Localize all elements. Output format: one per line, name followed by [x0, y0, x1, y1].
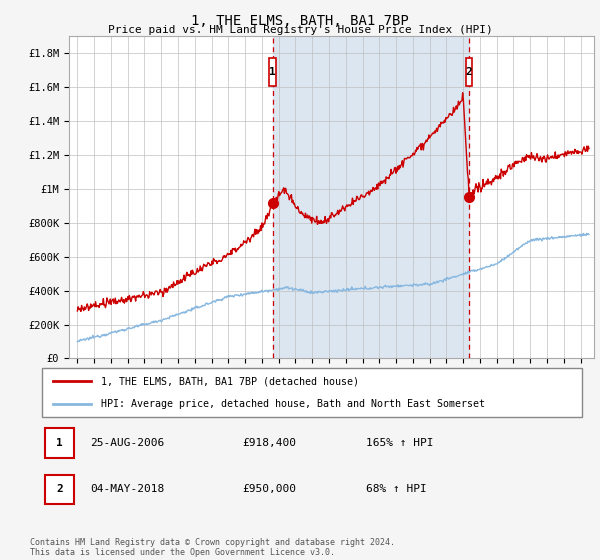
Text: 25-AUG-2006: 25-AUG-2006 [91, 438, 165, 448]
Text: 68% ↑ HPI: 68% ↑ HPI [366, 484, 427, 494]
Bar [466, 58, 472, 86]
Text: 2: 2 [466, 67, 472, 77]
Text: Price paid vs. HM Land Registry's House Price Index (HPI): Price paid vs. HM Land Registry's House … [107, 25, 493, 35]
Text: 04-MAY-2018: 04-MAY-2018 [91, 484, 165, 494]
Text: HPI: Average price, detached house, Bath and North East Somerset: HPI: Average price, detached house, Bath… [101, 399, 485, 409]
Text: 1: 1 [269, 67, 276, 77]
Bar [45, 428, 74, 458]
Text: 1, THE ELMS, BATH, BA1 7BP: 1, THE ELMS, BATH, BA1 7BP [191, 14, 409, 28]
Text: £918,400: £918,400 [242, 438, 296, 448]
Text: £950,000: £950,000 [242, 484, 296, 494]
Bar [269, 58, 276, 86]
Text: 2: 2 [56, 484, 63, 494]
Text: 165% ↑ HPI: 165% ↑ HPI [366, 438, 433, 448]
Bar [45, 474, 74, 504]
Text: 1: 1 [56, 438, 63, 448]
Text: Contains HM Land Registry data © Crown copyright and database right 2024.
This d: Contains HM Land Registry data © Crown c… [30, 538, 395, 557]
Text: 1, THE ELMS, BATH, BA1 7BP (detached house): 1, THE ELMS, BATH, BA1 7BP (detached hou… [101, 376, 359, 386]
Bar [273, 36, 469, 358]
